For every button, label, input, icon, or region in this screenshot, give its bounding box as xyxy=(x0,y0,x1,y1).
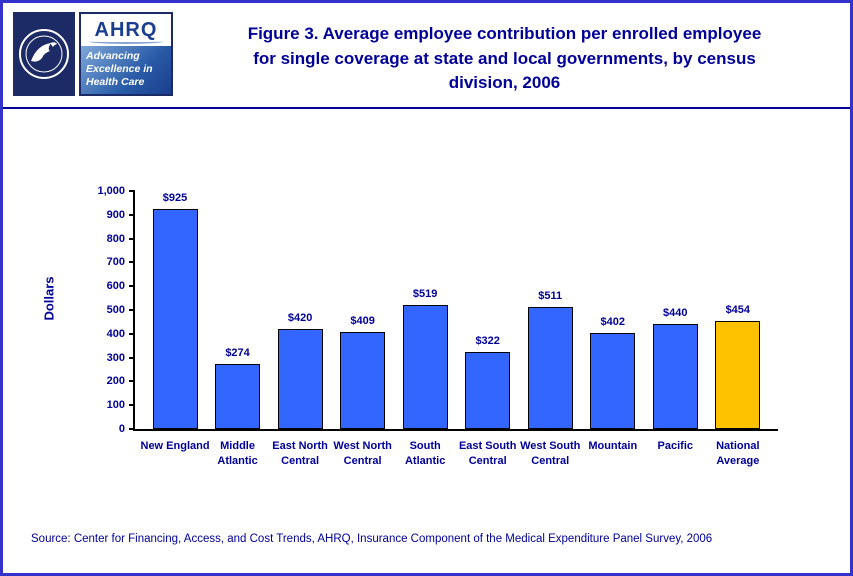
y-tick: 1,000 xyxy=(97,185,135,197)
y-tick-mark xyxy=(129,285,135,288)
bar-value-label: $420 xyxy=(287,312,313,325)
y-tick-label: 900 xyxy=(106,208,125,221)
y-tick: 900 xyxy=(107,209,135,221)
y-tick-mark xyxy=(129,213,135,216)
x-category-label: West North Central xyxy=(333,440,392,467)
bar xyxy=(527,307,573,429)
y-tick: 500 xyxy=(107,304,135,316)
y-tick-label: 0 xyxy=(118,423,125,435)
y-tick-label: 600 xyxy=(106,280,125,293)
page-title: Figure 3. Average employee contribution … xyxy=(247,24,762,93)
title-wrap: Figure 3. Average employee contribution … xyxy=(173,12,836,96)
bar-group: $420 East North Central xyxy=(272,191,328,467)
y-tick: 0 xyxy=(119,423,135,435)
hhs-seal-icon xyxy=(19,29,69,79)
y-tick: 300 xyxy=(107,352,135,364)
x-category-label: Mountain xyxy=(588,440,638,452)
x-category-label: East North Central xyxy=(272,440,328,467)
y-tick-label: 800 xyxy=(106,232,125,245)
ahrq-logo: AHRQ Advancing Excellence in Health Care xyxy=(79,12,173,96)
bar xyxy=(715,320,761,429)
y-tick: 400 xyxy=(107,328,135,340)
y-tick-label: 700 xyxy=(106,256,125,269)
bar-value-label: $519 xyxy=(412,288,438,301)
bar-group: $409 West North Central xyxy=(333,191,391,467)
bar-group: $402 Mountain xyxy=(588,191,637,452)
bar xyxy=(465,352,511,429)
x-category-label: West South Central xyxy=(520,440,581,467)
x-category-label: East South Central xyxy=(458,440,517,467)
bar-value-label: $454 xyxy=(725,303,751,316)
x-category-label: Pacific xyxy=(657,440,694,452)
y-tick-label: 300 xyxy=(106,351,125,364)
y-tick: 200 xyxy=(107,375,135,387)
ahrq-swoosh-icon xyxy=(89,39,163,44)
bar xyxy=(277,329,323,429)
y-tick-label: 500 xyxy=(106,304,125,316)
bar-group: $322 East South Central xyxy=(459,191,516,466)
bar xyxy=(652,324,698,429)
bar xyxy=(340,331,386,429)
y-tick-mark xyxy=(129,309,135,311)
bar xyxy=(215,363,261,429)
bar-group: $440 Pacific xyxy=(652,191,698,452)
y-tick: 100 xyxy=(107,399,135,411)
bar-value-label: $274 xyxy=(225,346,250,359)
bar-group: $454 National Average xyxy=(715,191,761,467)
y-tick-mark xyxy=(129,380,135,383)
x-category-label: National Average xyxy=(716,440,760,467)
y-tick: 700 xyxy=(107,256,135,268)
y-tick-label: 100 xyxy=(106,399,125,412)
y-axis-title: Dollars xyxy=(41,276,57,321)
x-category-label: South Atlantic xyxy=(404,440,446,467)
bar xyxy=(590,333,636,429)
bar-value-label: $409 xyxy=(350,314,375,327)
plot-area: $925 New England $274 Middle Atlantic $420 Ea… xyxy=(97,185,778,467)
y-tick: 800 xyxy=(107,233,135,245)
y-tick-mark xyxy=(129,404,135,407)
y-tick-label: 200 xyxy=(106,375,125,388)
bar-group: $511 West South Central xyxy=(520,191,580,466)
y-tick-mark xyxy=(129,428,135,430)
ahrq-tagline: Advancing Excellence in Health Care xyxy=(81,46,171,94)
y-tick: 600 xyxy=(107,280,135,292)
ahrq-name: AHRQ xyxy=(94,18,158,41)
bar-chart: Dollars $925 New England $274 Middle Atlant… xyxy=(3,185,850,501)
y-tick-mark xyxy=(129,261,135,264)
bar-value-label: $402 xyxy=(600,316,625,329)
y-tick-mark xyxy=(129,356,135,359)
ahrq-wordmark: AHRQ xyxy=(81,14,171,46)
logo-group: AHRQ Advancing Excellence in Health Care xyxy=(13,12,173,96)
bar xyxy=(152,208,198,429)
y-tick-mark xyxy=(129,237,135,240)
hhs-logo xyxy=(13,12,75,96)
bar-group: $274 Middle Atlantic xyxy=(215,191,261,467)
header: AHRQ Advancing Excellence in Health Care… xyxy=(3,3,850,107)
x-category-label: New England xyxy=(140,440,210,452)
bar-value-label: $511 xyxy=(538,290,563,303)
bar-value-label: $322 xyxy=(475,335,500,348)
bar xyxy=(402,305,448,429)
bars: $925 New England $274 Middle Atlantic $420 Ea… xyxy=(135,191,778,467)
bar-group: $925 New England xyxy=(141,191,210,452)
y-tick-label: 400 xyxy=(106,327,125,340)
source-note: Source: Center for Financing, Access, an… xyxy=(31,533,713,545)
x-category-label: Middle Atlantic xyxy=(217,440,258,467)
bar-value-label: $440 xyxy=(663,307,688,320)
y-tick-label: 1,000 xyxy=(97,185,125,197)
bar-group: $519 South Atlantic xyxy=(402,191,448,467)
header-divider xyxy=(3,107,850,109)
y-tick-mark xyxy=(129,190,135,192)
y-tick-mark xyxy=(129,332,135,335)
bar-value-label: $925 xyxy=(162,191,188,204)
